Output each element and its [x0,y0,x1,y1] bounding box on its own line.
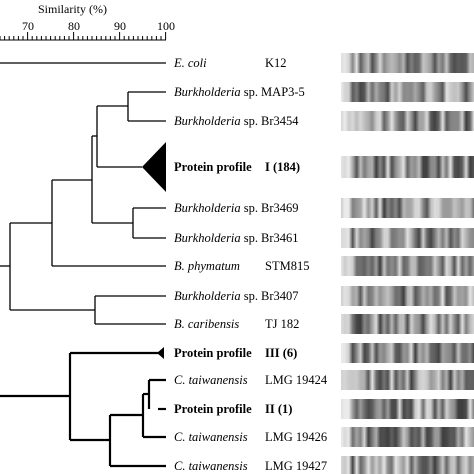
protein-band-strip [341,198,474,218]
tree-branches [0,62,166,468]
leaf-strain: II (1) [265,402,292,416]
scale-title: Similarity (%) [38,2,107,16]
collapsed-clade-triangle-iii [157,347,164,359]
tick-label-100: 100 [157,19,175,33]
leaf-sp: sp. [241,114,258,128]
leaf-label: Protein profile II (1) [174,402,292,416]
leaf-taxon: Protein profile [174,160,252,174]
leaf-taxon: C. taiwanensis [174,373,248,387]
protein-band-strip [341,427,474,447]
protein-band-strip [341,370,474,390]
leaf-label: E. coli K12 [173,56,287,70]
leaf-label: B. phymatum STM815 [174,259,309,273]
leaf-strain: STM815 [265,259,309,273]
leaf-taxon: C. taiwanensis [174,459,248,473]
tick-label-70: 70 [22,19,34,33]
leaf-label: C. taiwanensis LMG 19426 [174,430,327,444]
leaf-strain: Br3407 [261,289,299,303]
leaf-taxon: Burkholderia [174,201,241,215]
leaf-strain: K12 [265,56,287,70]
leaf-label: Burkholderia sp. Br3469 [174,201,299,215]
tick-label-90: 90 [114,19,126,33]
leaf-sp: sp. [241,201,258,215]
protein-band-strip [341,82,474,102]
leaf-taxon: Burkholderia [174,85,241,99]
leaf-strain: Br3454 [261,114,299,128]
leaf-taxon: C. taiwanensis [174,430,248,444]
protein-band-strip [341,156,474,178]
leaf-strain: TJ 182 [265,317,299,331]
leaf-taxon: Burkholderia [174,114,241,128]
protein-band-strip [341,228,474,248]
protein-band-strip [341,314,474,334]
leaf-taxon: B. caribensis [174,317,239,331]
leaf-strain: III (6) [265,346,297,360]
leaf-sp: sp. [241,231,258,245]
similarity-scale: Similarity (%) 70 80 90 100 [0,2,175,41]
protein-band-strip [341,399,474,419]
protein-band-strip [341,343,474,363]
leaf-strain: Br3461 [261,231,299,245]
leaf-sp: sp. [241,85,258,99]
leaf-strain: MAP3-5 [261,85,305,99]
leaf-label: Burkholderia sp. Br3461 [174,231,299,245]
leaf-taxon: Burkholderia [174,289,241,303]
leaf-label: C. taiwanensis LMG 19424 [174,373,328,387]
leaf-label: B. caribensis TJ 182 [174,317,299,331]
protein-band-strip [341,456,474,474]
leaf-label: Burkholderia sp. Br3454 [174,114,299,128]
leaf-label: Protein profile I (184) [174,160,300,174]
leaf-strain: LMG 19427 [265,459,327,473]
protein-band-strip [341,53,474,73]
leaf-sp: sp. [241,289,258,303]
protein-band-strip [341,111,474,131]
leaf-taxon: E. coli [173,56,207,70]
collapsed-clade-triangle-i [142,142,166,192]
leaf-taxon: Burkholderia [174,231,241,245]
tick-label-80: 80 [68,19,80,33]
leaf-strain: Br3469 [261,201,299,215]
leaf-label: Burkholderia sp. Br3407 [174,289,299,303]
leaf-label: C. taiwanensis LMG 19427 [174,459,327,473]
leaf-taxon: B. phymatum [174,259,240,273]
protein-band-strip [341,256,474,276]
leaf-label: Protein profile III (6) [174,346,297,360]
leaf-strain: I (184) [265,160,300,174]
leaf-label: Burkholderia sp. MAP3-5 [174,85,305,99]
leaf-taxon: Protein profile [174,402,252,416]
leaf-strain: LMG 19426 [265,430,327,444]
leaf-strain: LMG 19424 [265,373,328,387]
protein-band-strip [341,286,474,306]
protein-band-strips [341,53,474,474]
leaf-taxon: Protein profile [174,346,252,360]
